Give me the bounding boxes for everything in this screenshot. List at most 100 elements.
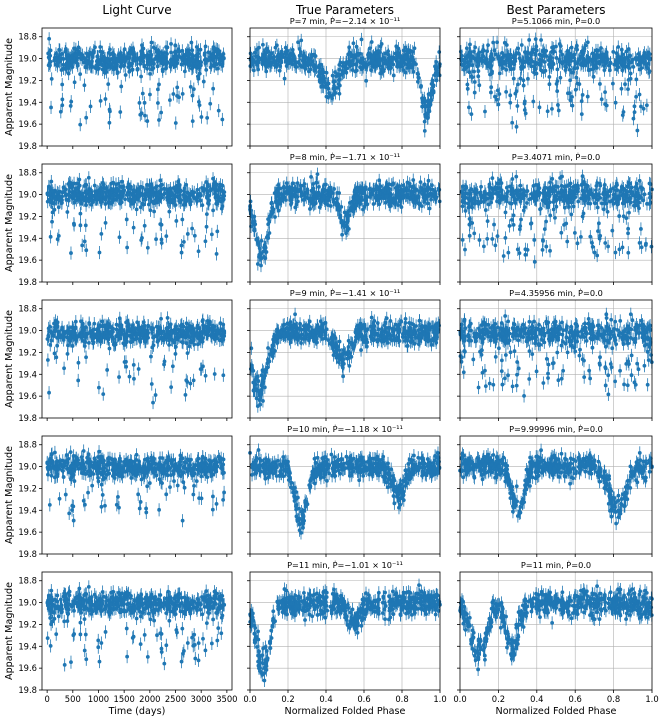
data-point [364,78,369,83]
data-point [464,46,469,51]
data-point [215,229,220,234]
column-title: Light Curve [102,3,171,17]
data-point [152,209,157,214]
data-point [154,49,159,54]
data-point [426,115,430,120]
data-point [175,94,179,98]
data-point [177,182,181,187]
data-point [548,64,552,69]
data-point [434,78,439,83]
data-point [158,178,163,183]
data-point [369,40,374,44]
data-point [632,104,637,109]
data-point [514,124,519,129]
data-point [261,42,265,47]
data-point [72,80,77,85]
data-point [481,48,486,53]
data-point [128,186,133,191]
data-point [151,45,156,50]
data-point [406,50,411,55]
data-point [129,51,133,56]
data-point [365,63,370,67]
data-point [127,55,132,60]
data-point [163,59,167,64]
data-point [426,92,431,97]
data-point [411,69,416,74]
data-point [638,55,643,60]
data-point [425,201,430,206]
data-point [486,43,490,48]
data-point [66,66,70,70]
data-point [495,40,499,45]
data-point [47,52,52,57]
data-point [341,61,346,65]
data-point [135,56,140,61]
data-point [161,192,166,197]
data-point [171,92,176,96]
data-point [201,189,206,193]
data-point [299,38,304,43]
data-point [391,73,396,78]
data-point [435,66,439,71]
data-point [264,61,269,66]
data-point [361,61,366,66]
data-point [165,52,169,56]
data-point [222,193,227,198]
data-point [119,84,124,89]
data-point [118,51,123,55]
column-title: Best Parameters [506,3,605,17]
data-point [201,79,206,84]
data-point [66,182,71,186]
data-point [563,64,567,69]
data-point [111,193,116,198]
data-point [579,55,584,60]
data-point [646,66,650,71]
data-point [570,103,575,108]
data-point [59,68,64,72]
data-point [410,62,415,66]
data-point [109,186,114,191]
data-point [465,82,470,87]
data-points [248,32,442,138]
data-point [335,191,340,195]
data-point [138,62,143,66]
data-points [458,32,652,138]
data-point [353,69,358,74]
data-point [103,97,108,101]
data-point [146,192,151,197]
data-point [335,85,339,90]
data-point [124,217,129,222]
data-point [151,193,156,198]
data-point [108,61,112,66]
data-point [134,207,139,212]
data-point [340,69,345,73]
data-point [169,50,173,55]
data-point [112,58,117,63]
data-point [472,80,477,84]
data-point [208,101,213,106]
data-point [603,90,607,95]
data-point [69,251,73,255]
data-point [517,51,521,56]
data-point [131,46,135,51]
data-point [180,91,185,96]
data-point [63,49,68,54]
data-point [198,198,203,203]
data-point [216,108,221,113]
data-point [579,112,584,117]
data-point [113,197,118,202]
data-point [467,62,471,66]
data-point [628,71,633,76]
data-point [382,56,387,61]
data-point [56,233,61,238]
data-point [298,63,303,68]
data-point [613,100,618,105]
data-point [148,195,153,200]
data-point [97,187,102,192]
data-point [531,99,536,104]
data-point [212,185,217,190]
data-point [80,57,84,62]
data-point [626,58,630,63]
data-point [468,42,472,47]
y-tick-label: 19.4 [18,233,37,243]
